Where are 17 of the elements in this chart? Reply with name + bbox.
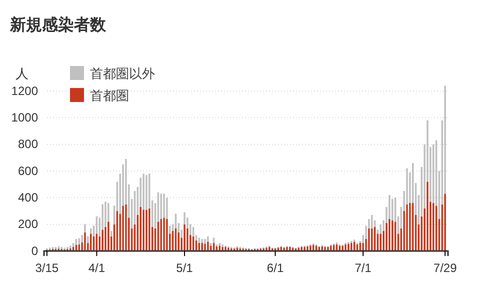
x-tick-label: 7/29 <box>433 261 458 276</box>
y-tick-label: 0 <box>31 244 38 258</box>
y-tick-label: 200 <box>18 217 38 232</box>
x-tick-label: 5/1 <box>176 261 194 276</box>
y-tick-label: 1000 <box>11 110 38 125</box>
legend-label: 首都圏 <box>90 89 129 104</box>
y-tick-label: 800 <box>18 137 38 152</box>
y-tick-label: 1200 <box>11 84 38 98</box>
x-tick-label: 7/1 <box>354 261 372 276</box>
y-tick-label: 600 <box>18 164 38 178</box>
x-tick-label: 6/1 <box>266 261 284 276</box>
chart-title: 新規感染者数 <box>9 15 107 34</box>
x-tick-label: 4/1 <box>88 261 106 276</box>
x-tick-label: 3/15 <box>35 261 59 276</box>
legend-label: 首都圏以外 <box>90 67 155 82</box>
y-tick-label: 400 <box>18 190 38 205</box>
y-axis-title: 人 <box>16 67 28 82</box>
